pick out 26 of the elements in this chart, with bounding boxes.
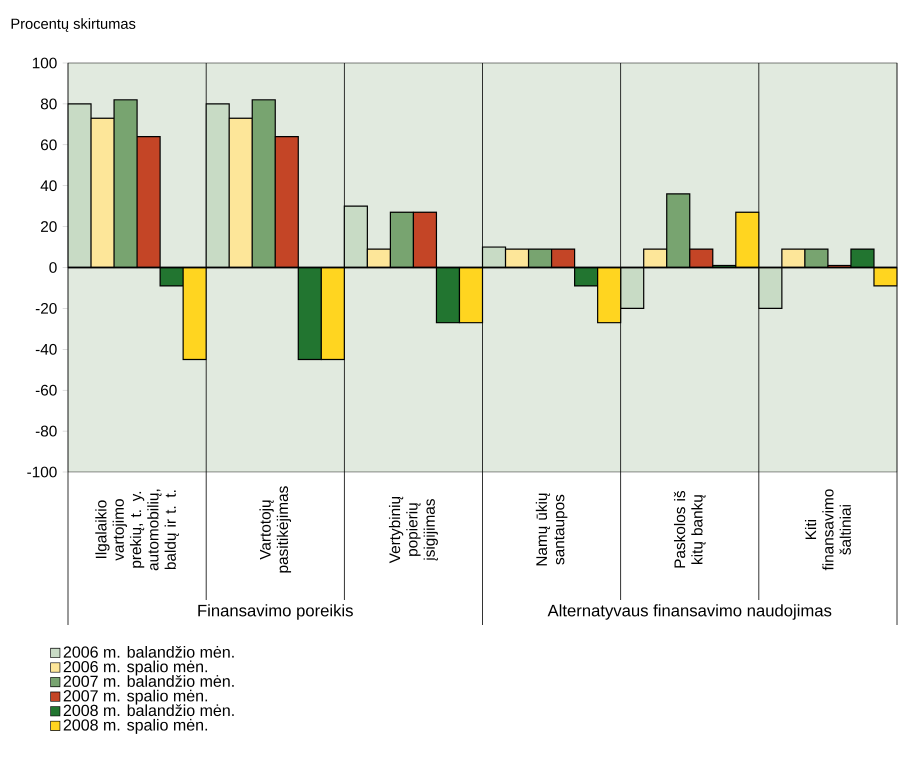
- y-tick-label: -100: [27, 466, 57, 478]
- x-tick-label: Paskolos iš kitų bankų: [674, 490, 706, 568]
- legend-label: 2008 m. spalio mėn.: [64, 718, 208, 734]
- y-tick-label: -40: [36, 344, 57, 355]
- x-tick-label: Vartotojų pasitikėjimas: [259, 486, 292, 573]
- legend-label: 2007 m. balandžio mėn.: [64, 675, 234, 687]
- y-tick-label: 20: [41, 221, 57, 232]
- text: Alternatyvaus finansavimo naudojimas: [548, 604, 832, 620]
- y-tick-label: 40: [40, 180, 57, 192]
- text: Finansavimo poreikis: [198, 604, 353, 620]
- y-tick-label: -80: [36, 426, 57, 437]
- x-tick-label: Namų ūkių santaupos: [536, 493, 568, 566]
- y-tick-label: -60: [36, 384, 57, 396]
- y-tick-label: 0: [49, 262, 57, 273]
- legend-label: 2006 m. spalio mėn.: [64, 660, 208, 676]
- y-axis-title: Procentų skirtumas: [12, 18, 136, 32]
- y-tick-label: 100: [32, 58, 57, 68]
- legend-label: 2006 m. balandžio mėn.: [64, 646, 234, 658]
- legend-label: 2007 m. spalio mėn.: [64, 690, 208, 705]
- x-tick-label: Kiti finansavimo šaltiniai: [804, 489, 851, 570]
- legend-label: 2008 m. balandžio mėn.: [64, 704, 234, 716]
- x-tick-label: Vertybinių popierių įsigijimas: [388, 496, 438, 564]
- y-tick-label: -20: [36, 302, 57, 314]
- x-tick-label: Ilgalaikio vartojimo prekių, t. y. automobilių, baldų ir t. t.: [95, 490, 179, 570]
- y-tick-label: 80: [40, 98, 57, 110]
- y-tick-label: 60: [41, 139, 57, 150]
